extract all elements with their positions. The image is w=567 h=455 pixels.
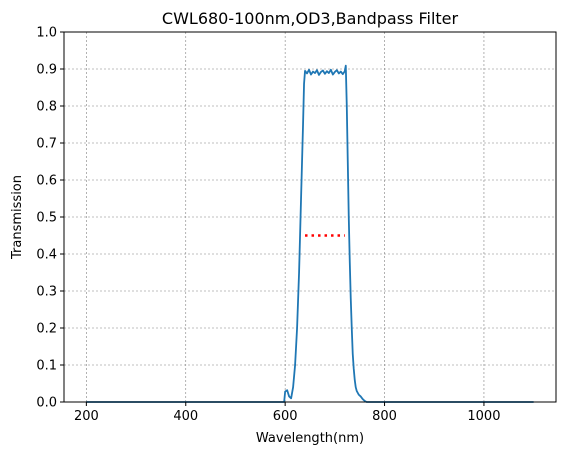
- y-tick-label: 0.5: [36, 211, 57, 226]
- x-tick-label: 800: [372, 409, 397, 424]
- y-tick-label: 0.9: [36, 63, 57, 78]
- y-tick-label: 0.0: [36, 396, 57, 411]
- x-tick-label: 600: [273, 409, 298, 424]
- y-tick-label: 0.2: [36, 322, 57, 337]
- transmission-curve: [86, 64, 534, 403]
- axis-ticks: 200 400 600 800 1000 0.0 0.1 0.2 0.3 0.4 0.5 0.6 0.7…: [36, 26, 500, 425]
- x-tick-label: 400: [173, 409, 198, 424]
- y-tick-label: 0.1: [36, 359, 57, 374]
- y-tick-label: 0.3: [36, 285, 57, 300]
- x-tick-label: 200: [74, 409, 99, 424]
- y-tick-label: 1.0: [36, 26, 57, 41]
- plot-series: [86, 64, 534, 403]
- grid-lines: [64, 31, 556, 403]
- x-axis-label: Wavelength(nm): [256, 431, 364, 446]
- y-tick-label: 0.4: [36, 248, 57, 263]
- x-tick-label: 1000: [467, 409, 500, 424]
- y-tick-label: 0.7: [36, 137, 57, 152]
- chart-title: CWL680-100nm,OD3,Bandpass Filter: [162, 9, 459, 28]
- y-axis-label: Transmission: [10, 175, 25, 260]
- y-tick-label: 0.6: [36, 174, 57, 189]
- y-tick-label: 0.8: [36, 100, 57, 115]
